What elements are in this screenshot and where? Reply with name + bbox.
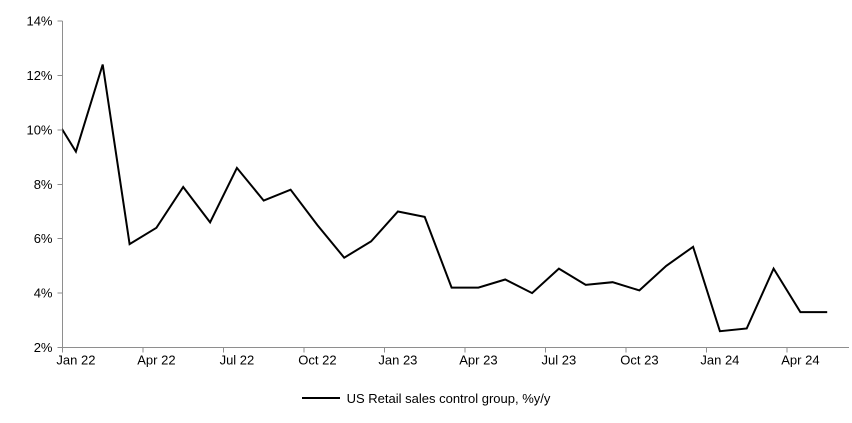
x-axis-tick-label: Oct 22 [298, 353, 336, 368]
x-axis-tick-label: Jan 22 [56, 353, 95, 368]
legend: US Retail sales control group, %y/y [0, 389, 852, 407]
x-axis-tick-label: Jul 23 [542, 353, 577, 368]
x-axis-tick-label: Oct 23 [620, 353, 658, 368]
x-axis-tick-label: Jan 24 [700, 353, 739, 368]
axes [57, 20, 849, 353]
y-axis-tick-label: 6% [34, 231, 53, 246]
x-axis-tick-label: Apr 24 [781, 353, 819, 368]
x-axis-tick-label: Jan 23 [378, 353, 417, 368]
x-axis-tick-label: Apr 22 [137, 353, 175, 368]
legend-label: US Retail sales control group, %y/y [346, 390, 551, 406]
y-axis-tick-label: 12% [26, 68, 52, 83]
y-axis-tick-label: 2% [34, 340, 53, 355]
y-axis-tick-label: 8% [34, 177, 53, 192]
y-axis-tick-label: 10% [26, 122, 52, 137]
x-axis-tick-label: Jul 22 [220, 353, 255, 368]
series-line [62, 64, 828, 333]
x-axis-tick-label: Apr 23 [459, 353, 497, 368]
y-axis-tick-label: 14% [26, 14, 52, 29]
y-axis-tick-label: 4% [34, 286, 53, 301]
legend-line-sample-icon [301, 397, 340, 399]
